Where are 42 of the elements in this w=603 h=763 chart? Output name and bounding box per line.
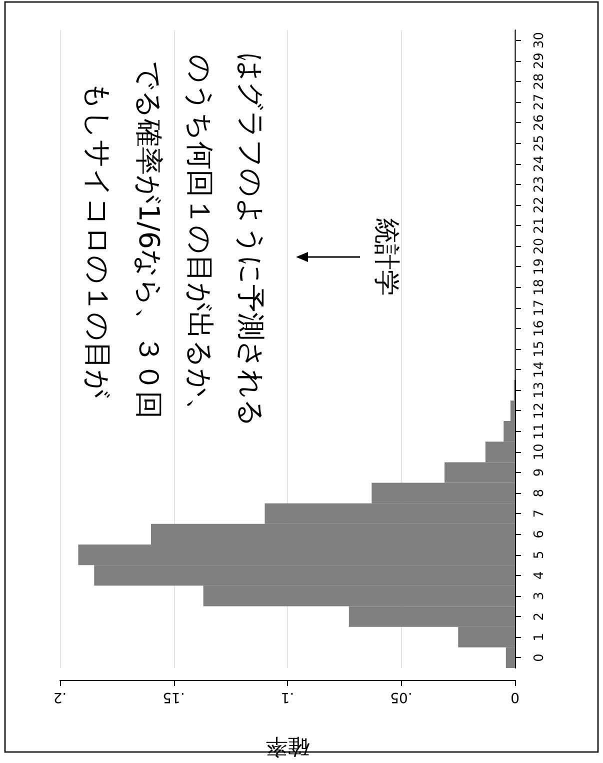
y-tick-label: 14 bbox=[532, 361, 547, 378]
y-tick-label: 10 bbox=[532, 444, 547, 460]
y-tick-label: 1 bbox=[532, 632, 547, 642]
y-tick-label: 7 bbox=[532, 510, 547, 518]
annotation: のうち何回１の目が出るか、 bbox=[184, 54, 216, 426]
x-tick-label: .1 bbox=[280, 689, 294, 705]
x-tick-label: 0 bbox=[510, 689, 520, 705]
y-tick-label: 15 bbox=[532, 340, 547, 358]
y-tick-label: 2 bbox=[532, 612, 547, 621]
annotation: 統計学 bbox=[371, 218, 401, 296]
y-tick-label: 18 bbox=[532, 278, 547, 296]
y-tick-label: 13 bbox=[532, 382, 547, 398]
x-tick-label: .05 bbox=[390, 689, 412, 705]
y-tick-label: 3 bbox=[532, 592, 547, 600]
y-tick-label: 21 bbox=[532, 217, 547, 234]
y-tick-label: 4 bbox=[532, 571, 547, 580]
y-tick-label: 28 bbox=[532, 73, 547, 90]
y-tick-label: 25 bbox=[532, 134, 547, 152]
y-tick-label: 19 bbox=[532, 258, 547, 275]
annotation: もしサイコロの１の目が bbox=[82, 82, 114, 398]
y-tick-label: 16 bbox=[532, 320, 547, 337]
y-tick-label: 11 bbox=[532, 423, 547, 440]
y-tick-label: 24 bbox=[532, 156, 547, 172]
y-tick-label: 23 bbox=[532, 176, 547, 193]
y-tick-label: 0 bbox=[532, 654, 547, 662]
y-tick-label: 22 bbox=[532, 196, 547, 214]
y-tick-label: 8 bbox=[532, 488, 547, 498]
x-axis-title: 確率 bbox=[266, 734, 310, 758]
y-tick-label: 29 bbox=[532, 52, 547, 70]
y-tick-label: 27 bbox=[532, 94, 547, 110]
x-tick-label: .15 bbox=[162, 689, 185, 705]
y-tick-label: 26 bbox=[532, 114, 547, 131]
y-tick-label: 12 bbox=[532, 402, 547, 420]
y-tick-label: 5 bbox=[532, 550, 547, 559]
y-tick-label: 30 bbox=[532, 32, 547, 49]
x-tick-label: .2 bbox=[53, 689, 67, 705]
y-tick-label: 17 bbox=[532, 300, 547, 316]
y-tick-label: 6 bbox=[532, 530, 547, 538]
annotation: でる確率が1/6なら、３０回 bbox=[132, 60, 166, 420]
y-tick-label: 9 bbox=[532, 468, 547, 477]
y-tick-label: 20 bbox=[532, 238, 547, 254]
annotation: はグラフのように予測される bbox=[234, 52, 268, 428]
